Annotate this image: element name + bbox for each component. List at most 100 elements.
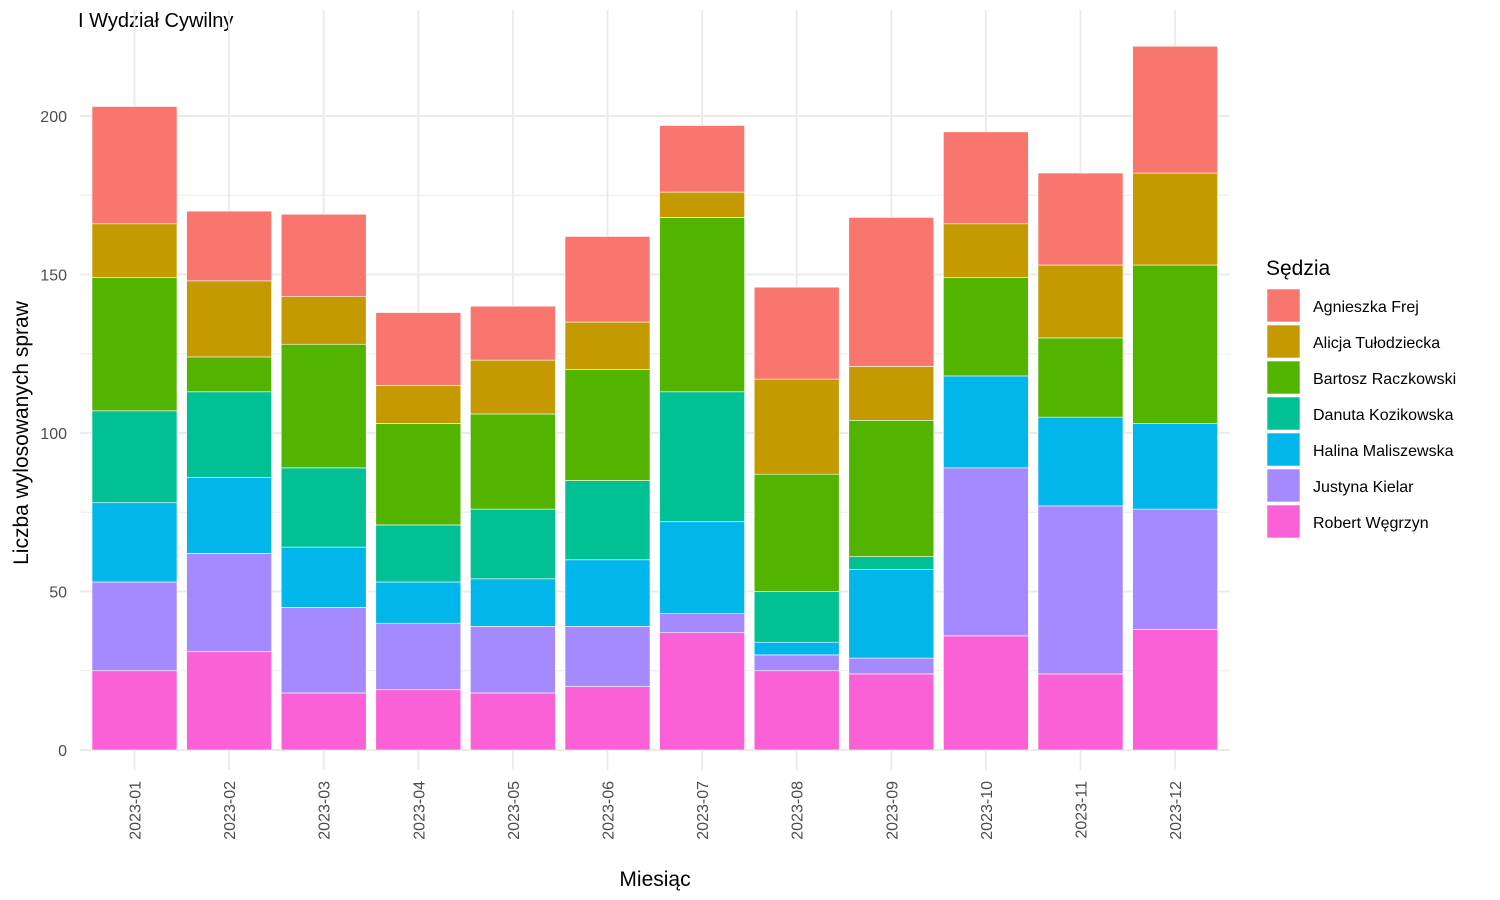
- bar-segment: [848, 569, 935, 659]
- bar-segment: [659, 191, 745, 218]
- bar-segment: [848, 420, 935, 557]
- bar-segment: [564, 626, 651, 687]
- bar-segment: [280, 692, 367, 751]
- x-tick-label: 2023-08: [790, 781, 807, 840]
- x-axis-ticks: 2023-01 2023-02 2023-03 2023-04 2023-05 2023-…: [128, 781, 1186, 840]
- bar-segment: [186, 356, 272, 393]
- bar-segment: [848, 217, 935, 367]
- legend-key: [1266, 324, 1301, 359]
- bar-segment: [943, 223, 1029, 278]
- bar-segment: [470, 305, 556, 361]
- bar-segment: [375, 312, 462, 386]
- bar-segment: [280, 607, 367, 694]
- bar-segment: [280, 467, 367, 548]
- bar-segment: [943, 467, 1029, 637]
- bar-segment: [186, 391, 272, 478]
- x-tick-label: 2023-10: [979, 781, 996, 840]
- chart-title: I Wydział Cywilny: [78, 10, 233, 32]
- bar-segment: [753, 378, 840, 475]
- bar-segment: [280, 296, 367, 345]
- legend-label: Justyna Kielar: [1313, 479, 1414, 496]
- legend-label: Bartosz Raczkowski: [1313, 371, 1456, 388]
- bar-segment: [280, 213, 367, 297]
- legend-key: [1266, 360, 1301, 395]
- legend-label: Robert Węgrzyn: [1313, 515, 1429, 532]
- y-tick-label: 50: [49, 585, 67, 602]
- bar-segment: [659, 632, 745, 751]
- bar-segment: [375, 689, 462, 751]
- x-tick-label: 2023-05: [506, 781, 523, 840]
- bar-segment: [91, 277, 178, 412]
- bar-segment: [375, 581, 462, 624]
- bar-segment: [375, 385, 462, 424]
- y-tick-label: 0: [58, 743, 67, 760]
- bar-segment: [186, 210, 272, 282]
- bar-segment: [375, 622, 462, 691]
- bar-segment: [470, 692, 556, 751]
- bar-segment: [564, 369, 651, 481]
- bar-segment: [186, 280, 272, 358]
- x-tick-label: 2023-12: [1168, 781, 1185, 840]
- bar-segment: [943, 131, 1029, 225]
- bar-segment: [470, 413, 556, 510]
- bar-segment: [280, 546, 367, 608]
- bar-segment: [1037, 416, 1124, 507]
- legend-label: Alicja Tułodziecka: [1313, 335, 1440, 352]
- bar-segment: [753, 591, 840, 643]
- bar-segment: [1037, 505, 1124, 675]
- bar-segment: [753, 286, 840, 380]
- bar-segment: [564, 559, 651, 627]
- bar-segment: [1132, 264, 1218, 424]
- bars: [91, 45, 1218, 751]
- bar-segment: [1132, 423, 1218, 510]
- x-tick-label: 2023-03: [317, 781, 334, 840]
- bar-segment: [564, 480, 651, 561]
- x-tick-label: 2023-01: [128, 781, 145, 840]
- bar-segment: [1037, 264, 1124, 339]
- legend-key: [1266, 504, 1301, 539]
- bar-segment: [91, 670, 178, 751]
- bar-segment: [1132, 172, 1218, 266]
- bar-segment: [848, 673, 935, 751]
- y-tick-label: 150: [40, 268, 67, 285]
- bar-segment: [753, 654, 840, 672]
- bar-segment: [470, 359, 556, 415]
- bar-segment: [943, 277, 1029, 377]
- bar-segment: [91, 410, 178, 504]
- bar-segment: [659, 613, 745, 634]
- bar-segment: [753, 473, 840, 592]
- bar-segment: [659, 217, 745, 393]
- y-tick-label: 200: [40, 109, 67, 126]
- bar-segment: [1132, 508, 1218, 630]
- bar-segment: [1132, 45, 1218, 174]
- bar-segment: [848, 366, 935, 421]
- legend-label: Danuta Kozikowska: [1313, 407, 1454, 424]
- x-tick-label: 2023-04: [411, 781, 428, 840]
- bar-segment: [564, 686, 651, 751]
- x-tick-label: 2023-11: [1074, 781, 1091, 839]
- x-tick-label: 2023-02: [222, 781, 239, 840]
- bar-segment: [659, 521, 745, 614]
- bar-segment: [91, 581, 178, 672]
- bar-segment: [186, 651, 272, 751]
- y-tick-label: 100: [40, 426, 67, 443]
- bar-segment: [943, 635, 1029, 751]
- bar-segment: [1037, 172, 1124, 266]
- bar-segment: [91, 502, 178, 583]
- bar-segment: [753, 641, 840, 656]
- bar-segment: [753, 670, 840, 751]
- legend-key: [1266, 432, 1301, 467]
- bar-segment: [470, 578, 556, 627]
- bar-segment: [659, 125, 745, 193]
- bar-segment: [280, 343, 367, 469]
- bar-segment: [943, 375, 1029, 469]
- y-axis-ticks: 0 50 100 150 200: [40, 109, 67, 760]
- bar-segment: [470, 626, 556, 694]
- legend-key: [1266, 468, 1301, 503]
- bar-segment: [186, 553, 272, 653]
- bar-segment: [375, 524, 462, 583]
- legend-key: [1266, 396, 1301, 431]
- bar-segment: [470, 508, 556, 580]
- legend: Sędzia Agnieszka Frej Alicja Tułodziecka B…: [1266, 257, 1456, 539]
